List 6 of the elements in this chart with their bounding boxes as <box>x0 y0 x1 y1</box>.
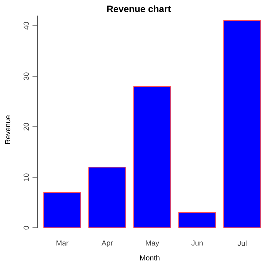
bar <box>224 20 262 228</box>
chart-title: Revenue chart <box>107 6 172 12</box>
bar <box>88 166 126 228</box>
bar <box>178 212 216 228</box>
bar <box>134 86 172 228</box>
bar <box>44 192 82 228</box>
